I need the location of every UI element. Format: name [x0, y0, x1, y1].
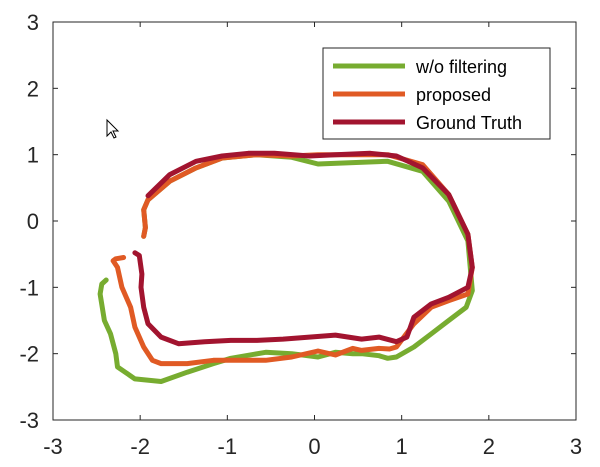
- legend: w/o filtering proposed Ground Truth: [322, 47, 551, 140]
- y-tick-label: -2: [19, 342, 39, 367]
- axis-ticks: [52, 21, 577, 421]
- y-tick-label: -3: [19, 408, 39, 433]
- legend-label: w/o filtering: [415, 57, 507, 77]
- x-tick-label: 1: [396, 434, 408, 459]
- legend-label: Ground Truth: [416, 113, 522, 133]
- y-tick-label: 2: [27, 76, 39, 101]
- y-tick-label: 0: [27, 209, 39, 234]
- x-axis-labels: -3 -2 -1 0 1 2 3: [43, 434, 582, 459]
- legend-label: proposed: [416, 85, 491, 105]
- x-tick-label: -3: [43, 434, 63, 459]
- x-tick-label: 3: [570, 434, 582, 459]
- x-tick-label: -1: [218, 434, 238, 459]
- y-axis-labels: 3 2 1 0 -1 -2 -3: [19, 10, 39, 433]
- series-group: [97, 150, 475, 384]
- y-tick-label: -1: [19, 275, 39, 300]
- x-tick-label: 0: [308, 434, 320, 459]
- y-tick-label: 3: [27, 10, 39, 35]
- x-tick-label: -2: [130, 434, 150, 459]
- x-tick-label: 2: [483, 434, 495, 459]
- series-line-ground-truth: [132, 150, 475, 347]
- mouse-cursor-icon: [106, 118, 120, 139]
- y-tick-label: 1: [27, 143, 39, 168]
